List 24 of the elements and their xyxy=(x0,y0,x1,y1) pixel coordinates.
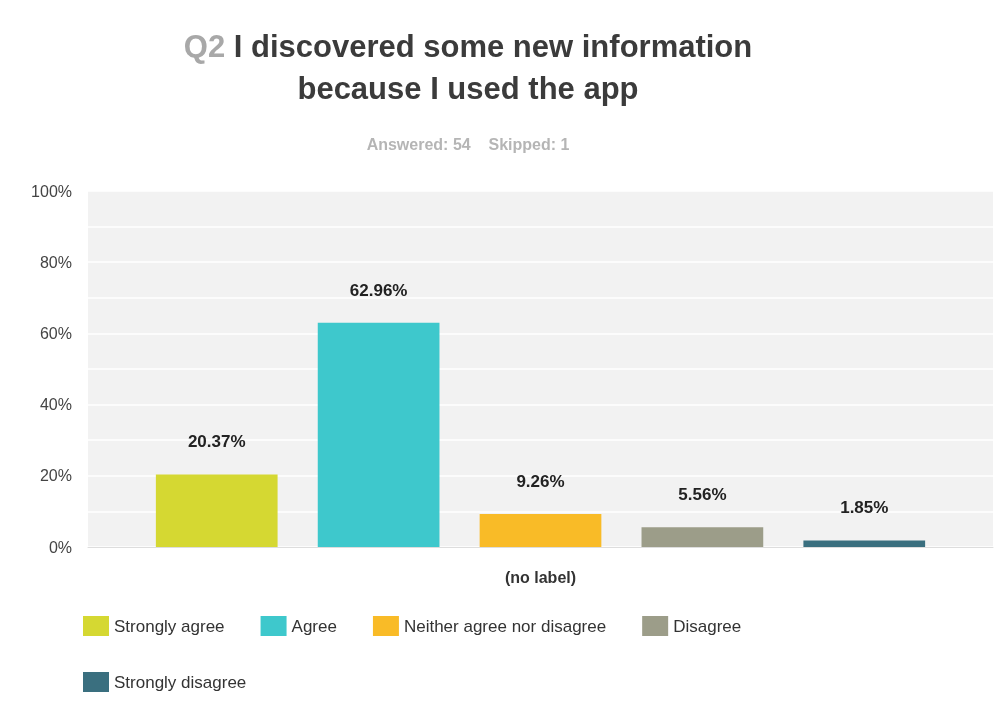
y-tick-label: 20% xyxy=(39,467,72,485)
data-label: 62.96% xyxy=(349,280,408,300)
y-tick-label: 0% xyxy=(48,538,72,556)
data-label: 20.37% xyxy=(187,432,246,452)
legend-label: Strongly agree xyxy=(114,616,225,636)
bar xyxy=(479,514,602,547)
bar xyxy=(641,527,764,547)
y-tick-label: 60% xyxy=(39,324,72,342)
legend-label: Disagree xyxy=(673,616,742,636)
bar xyxy=(803,540,926,547)
data-label: 1.85% xyxy=(840,498,889,518)
data-label: 9.26% xyxy=(516,472,565,492)
bar xyxy=(155,474,278,547)
legend-label: Agree xyxy=(291,616,337,636)
data-label: 5.56% xyxy=(678,485,727,505)
y-tick-label: 80% xyxy=(39,253,72,271)
chart-subtitle: Answered: 54 Skipped: 1 xyxy=(366,135,570,153)
legend-label: Strongly disagree xyxy=(114,672,247,692)
y-tick-label: 100% xyxy=(31,182,72,200)
y-tick-label: 40% xyxy=(39,396,72,414)
bar xyxy=(317,322,440,547)
x-tick-label: (no label) xyxy=(504,568,577,586)
legend-label: Neither agree nor disagree xyxy=(403,616,607,636)
chart-title: Q2 I discovered some new information because I used the app xyxy=(183,28,753,106)
